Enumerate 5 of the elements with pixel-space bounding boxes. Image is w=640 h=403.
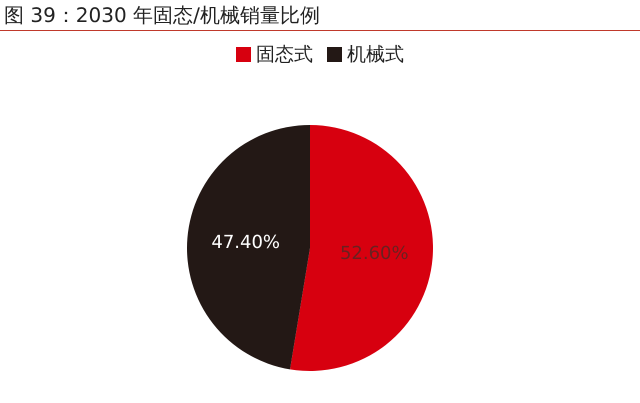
legend-label: 机械式 (347, 44, 404, 66)
legend-label: 固态式 (256, 44, 313, 66)
data-label: 47.40% (211, 232, 280, 254)
data-label: 52.60% (340, 242, 409, 264)
chart-title: 图 39：2030 年固态/机械销量比例 (4, 2, 320, 29)
